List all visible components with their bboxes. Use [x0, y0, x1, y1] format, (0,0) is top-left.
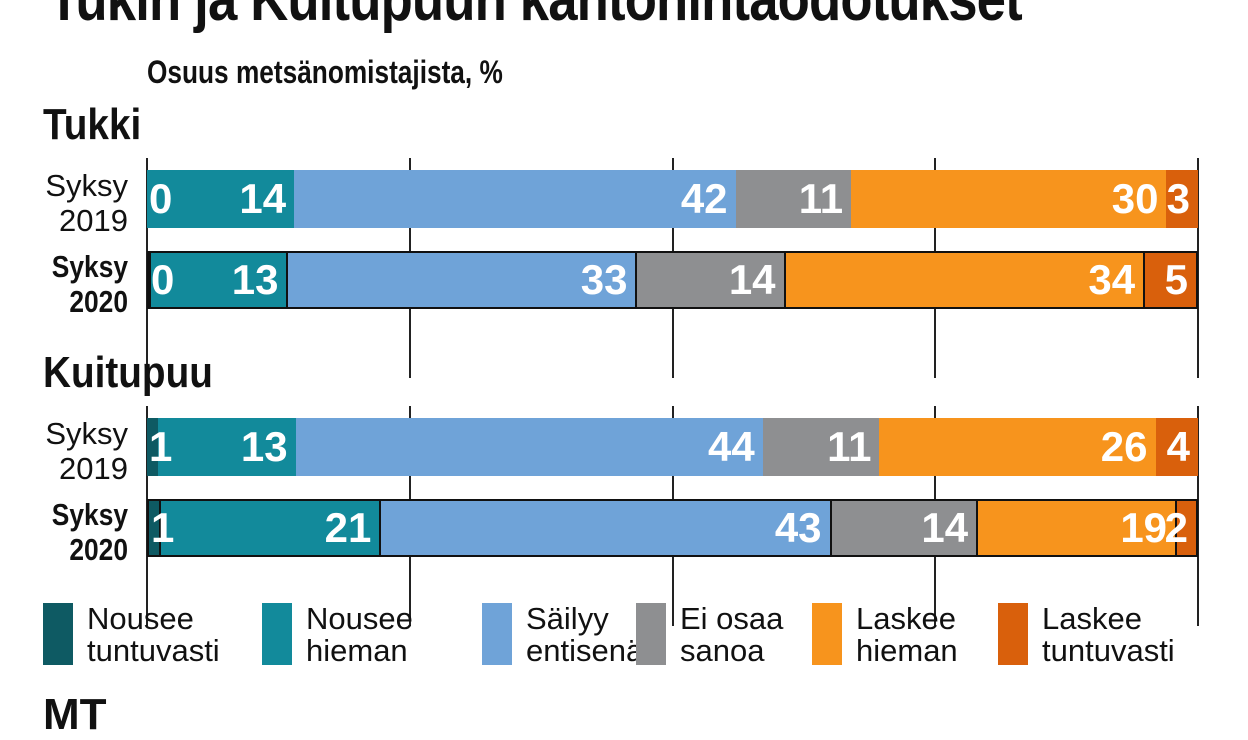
- data-label: 13: [240, 423, 288, 470]
- stacked-bar: 0 14 42 11 30 3: [147, 170, 1198, 228]
- legend-item: Nousee hieman: [262, 603, 413, 667]
- data-label: 5: [1164, 256, 1188, 303]
- bar-segment: 30: [851, 170, 1167, 228]
- legend-swatch: [482, 603, 512, 665]
- bar-segment: 2: [1165, 501, 1196, 555]
- data-label: 3: [1166, 175, 1190, 222]
- bar-segment: 21: [159, 501, 380, 555]
- legend-item: Säilyy entisenä: [482, 603, 643, 667]
- legend-swatch: [636, 603, 666, 665]
- legend-label: Laskee hieman: [856, 601, 958, 668]
- stacked-bar: 1 21 43 14 19 2: [147, 499, 1198, 557]
- data-label: 14: [239, 175, 287, 222]
- data-label: 1: [149, 423, 173, 470]
- chart-title: Tukin ja Kuitupuun kantohintaodotukset: [48, 0, 1023, 35]
- bar-segment: 11: [735, 170, 852, 228]
- bar-segment: 44: [295, 418, 763, 476]
- data-label: 30: [1111, 175, 1159, 222]
- footer-fragment: MT: [43, 690, 107, 739]
- bar-segment: 13: [157, 418, 296, 476]
- bar-segment: 1: [147, 418, 172, 476]
- bar-segment: 43: [379, 501, 830, 555]
- bar-segment: 14: [829, 501, 977, 555]
- data-label: 19: [1120, 504, 1168, 551]
- data-label: 34: [1088, 256, 1136, 303]
- gridline: [1197, 406, 1199, 626]
- group-title: Tukki: [43, 100, 142, 149]
- stacked-bar: 0 13 33 14 34 5: [147, 251, 1198, 309]
- row-label: Syksy 2019: [45, 168, 128, 238]
- legend-label: Nousee hieman: [306, 601, 413, 668]
- row-label: Syksy 2020: [51, 497, 129, 567]
- data-label: 21: [324, 504, 372, 551]
- bar-segment: 5: [1143, 253, 1196, 307]
- data-label: 42: [680, 175, 728, 222]
- bar-segment: 14: [147, 170, 295, 228]
- bar-segment: 4: [1155, 418, 1198, 476]
- bar-segment: 1: [149, 501, 174, 555]
- legend-swatch: [262, 603, 292, 665]
- legend-swatch: [812, 603, 842, 665]
- data-label: 13: [231, 256, 279, 303]
- legend-item: Laskee hieman: [812, 603, 958, 667]
- chart-subtitle: Osuus metsänomistajista, %: [147, 54, 503, 90]
- data-label: 43: [774, 504, 822, 551]
- data-label: 2: [1164, 504, 1188, 551]
- group-title: Kuitupuu: [43, 348, 213, 397]
- bar-segment: 13: [149, 253, 287, 307]
- legend-item: Ei osaa sanoa: [636, 603, 783, 667]
- legend-item: Laskee tuntuvasti: [998, 603, 1175, 667]
- data-label: 11: [827, 423, 872, 470]
- gridline: [1197, 158, 1199, 378]
- data-label: 33: [580, 256, 628, 303]
- legend-label: Ei osaa sanoa: [680, 601, 784, 668]
- row-label: Syksy 2019: [45, 416, 128, 486]
- legend-swatch: [43, 603, 73, 665]
- data-label: 44: [708, 423, 755, 470]
- data-label: 14: [921, 504, 969, 551]
- stacked-bar: 1 13 44 11 26 4: [147, 418, 1198, 476]
- legend-item: Nousee tuntuvasti: [43, 603, 220, 667]
- data-label: 1: [151, 504, 175, 551]
- data-label: 0: [149, 175, 173, 222]
- data-label: 4: [1166, 423, 1190, 470]
- bar-segment: 26: [879, 418, 1156, 476]
- bar-segment: 11: [762, 418, 880, 476]
- bar-segment: 42: [294, 170, 736, 228]
- data-label: 0: [151, 256, 175, 303]
- data-label: 14: [728, 256, 776, 303]
- bar-segment: 19: [976, 501, 1176, 555]
- bar-segment: 34: [783, 253, 1144, 307]
- row-label: Syksy 2020: [51, 249, 129, 319]
- bar-segment: 3: [1166, 170, 1198, 228]
- legend-label: Nousee tuntuvasti: [87, 601, 220, 668]
- bar-segment: 33: [286, 253, 636, 307]
- data-label: 11: [798, 175, 844, 222]
- bar-segment: 14: [635, 253, 784, 307]
- legend-swatch: [998, 603, 1028, 665]
- legend-label: Säilyy entisenä: [526, 601, 644, 668]
- legend-label: Laskee tuntuvasti: [1042, 601, 1175, 668]
- data-label: 26: [1100, 423, 1148, 470]
